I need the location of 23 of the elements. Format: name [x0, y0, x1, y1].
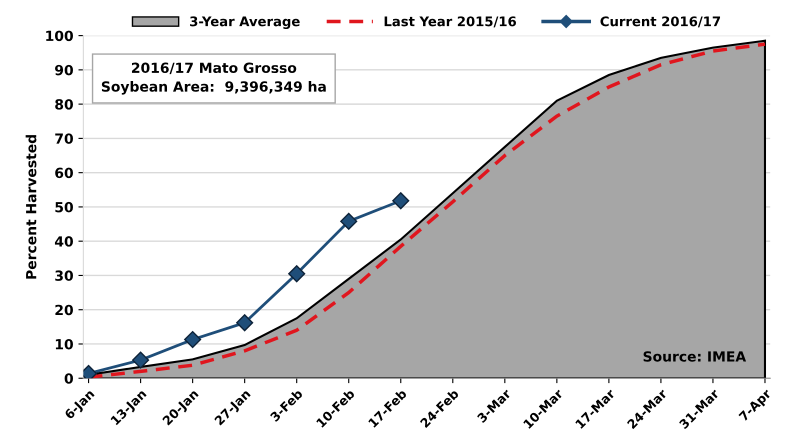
legend-label: Last Year 2015/16	[384, 16, 516, 28]
point	[236, 314, 254, 332]
legend-label: Current 2016/17	[600, 16, 720, 28]
legend-label: 3-Year Average	[190, 16, 300, 30]
y-axis-title: Percent Harvested	[26, 135, 36, 279]
y-tick-label: 90	[55, 64, 73, 76]
y-tick-label: 100	[46, 30, 73, 42]
annotation: Source: IMEA	[644, 351, 746, 362]
y-tick-label: 70	[55, 133, 73, 144]
point	[340, 212, 358, 230]
annotation: 2016/17 Mato Grosso Soybean Area: 9,396,349 ha	[102, 62, 326, 95]
y-tick-label: 40	[54, 236, 73, 247]
y-tick-label: 20	[55, 304, 73, 316]
y-tick-label: 0	[64, 373, 73, 384]
y-tick-label: 10	[56, 338, 73, 350]
point	[132, 352, 150, 369]
y-tick-label: 30	[55, 270, 73, 281]
y-tick-label: 80	[55, 99, 73, 110]
point	[184, 330, 202, 348]
y-tick-label: 60	[55, 168, 73, 178]
point	[288, 265, 306, 282]
y-tick-label: 50	[55, 202, 73, 212]
point	[392, 192, 410, 210]
